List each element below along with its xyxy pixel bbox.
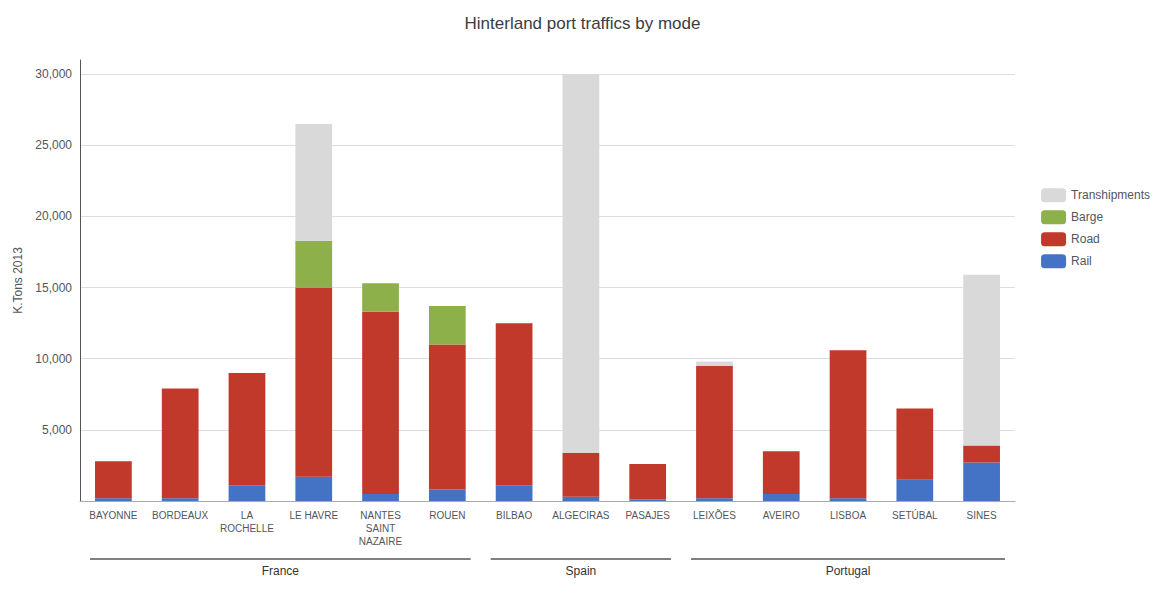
svg-text:Barge: Barge — [1071, 210, 1103, 224]
svg-text:SETÚBAL: SETÚBAL — [892, 509, 938, 521]
svg-text:LA: LA — [241, 510, 254, 521]
svg-text:LE HAVRE: LE HAVRE — [289, 510, 338, 521]
svg-text:10,000: 10,000 — [35, 352, 72, 366]
svg-text:SINES: SINES — [967, 510, 997, 521]
svg-text:30,000: 30,000 — [35, 67, 72, 81]
svg-text:LEIXÕES: LEIXÕES — [693, 509, 736, 521]
svg-text:ROUEN: ROUEN — [429, 510, 465, 521]
svg-text:20,000: 20,000 — [35, 209, 72, 223]
svg-text:NAZAIRE: NAZAIRE — [359, 536, 403, 547]
svg-text:SAINT: SAINT — [366, 523, 395, 534]
svg-text:BORDEAUX: BORDEAUX — [152, 510, 208, 521]
svg-text:Hinterland port traffics by mo: Hinterland port traffics by mode — [465, 14, 701, 33]
svg-text:25,000: 25,000 — [35, 138, 72, 152]
svg-text:Portugal: Portugal — [826, 564, 871, 578]
svg-text:K.Tons 2013: K.Tons 2013 — [11, 247, 25, 314]
svg-text:PASAJES: PASAJES — [626, 510, 671, 521]
svg-text:Spain: Spain — [566, 564, 597, 578]
svg-text:ROCHELLE: ROCHELLE — [220, 523, 274, 534]
svg-text:ALGECIRAS: ALGECIRAS — [552, 510, 610, 521]
svg-text:LISBOA: LISBOA — [830, 510, 866, 521]
svg-text:Transhipments: Transhipments — [1071, 188, 1150, 202]
svg-text:Road: Road — [1071, 232, 1100, 246]
svg-text:15,000: 15,000 — [35, 281, 72, 295]
svg-text:Rail: Rail — [1071, 254, 1092, 268]
svg-text:5,000: 5,000 — [42, 423, 72, 437]
svg-text:France: France — [262, 564, 300, 578]
svg-text:AVEIRO: AVEIRO — [763, 510, 800, 521]
svg-text:NANTES: NANTES — [360, 510, 401, 521]
svg-text:BAYONNE: BAYONNE — [89, 510, 137, 521]
svg-text:BILBAO: BILBAO — [496, 510, 532, 521]
